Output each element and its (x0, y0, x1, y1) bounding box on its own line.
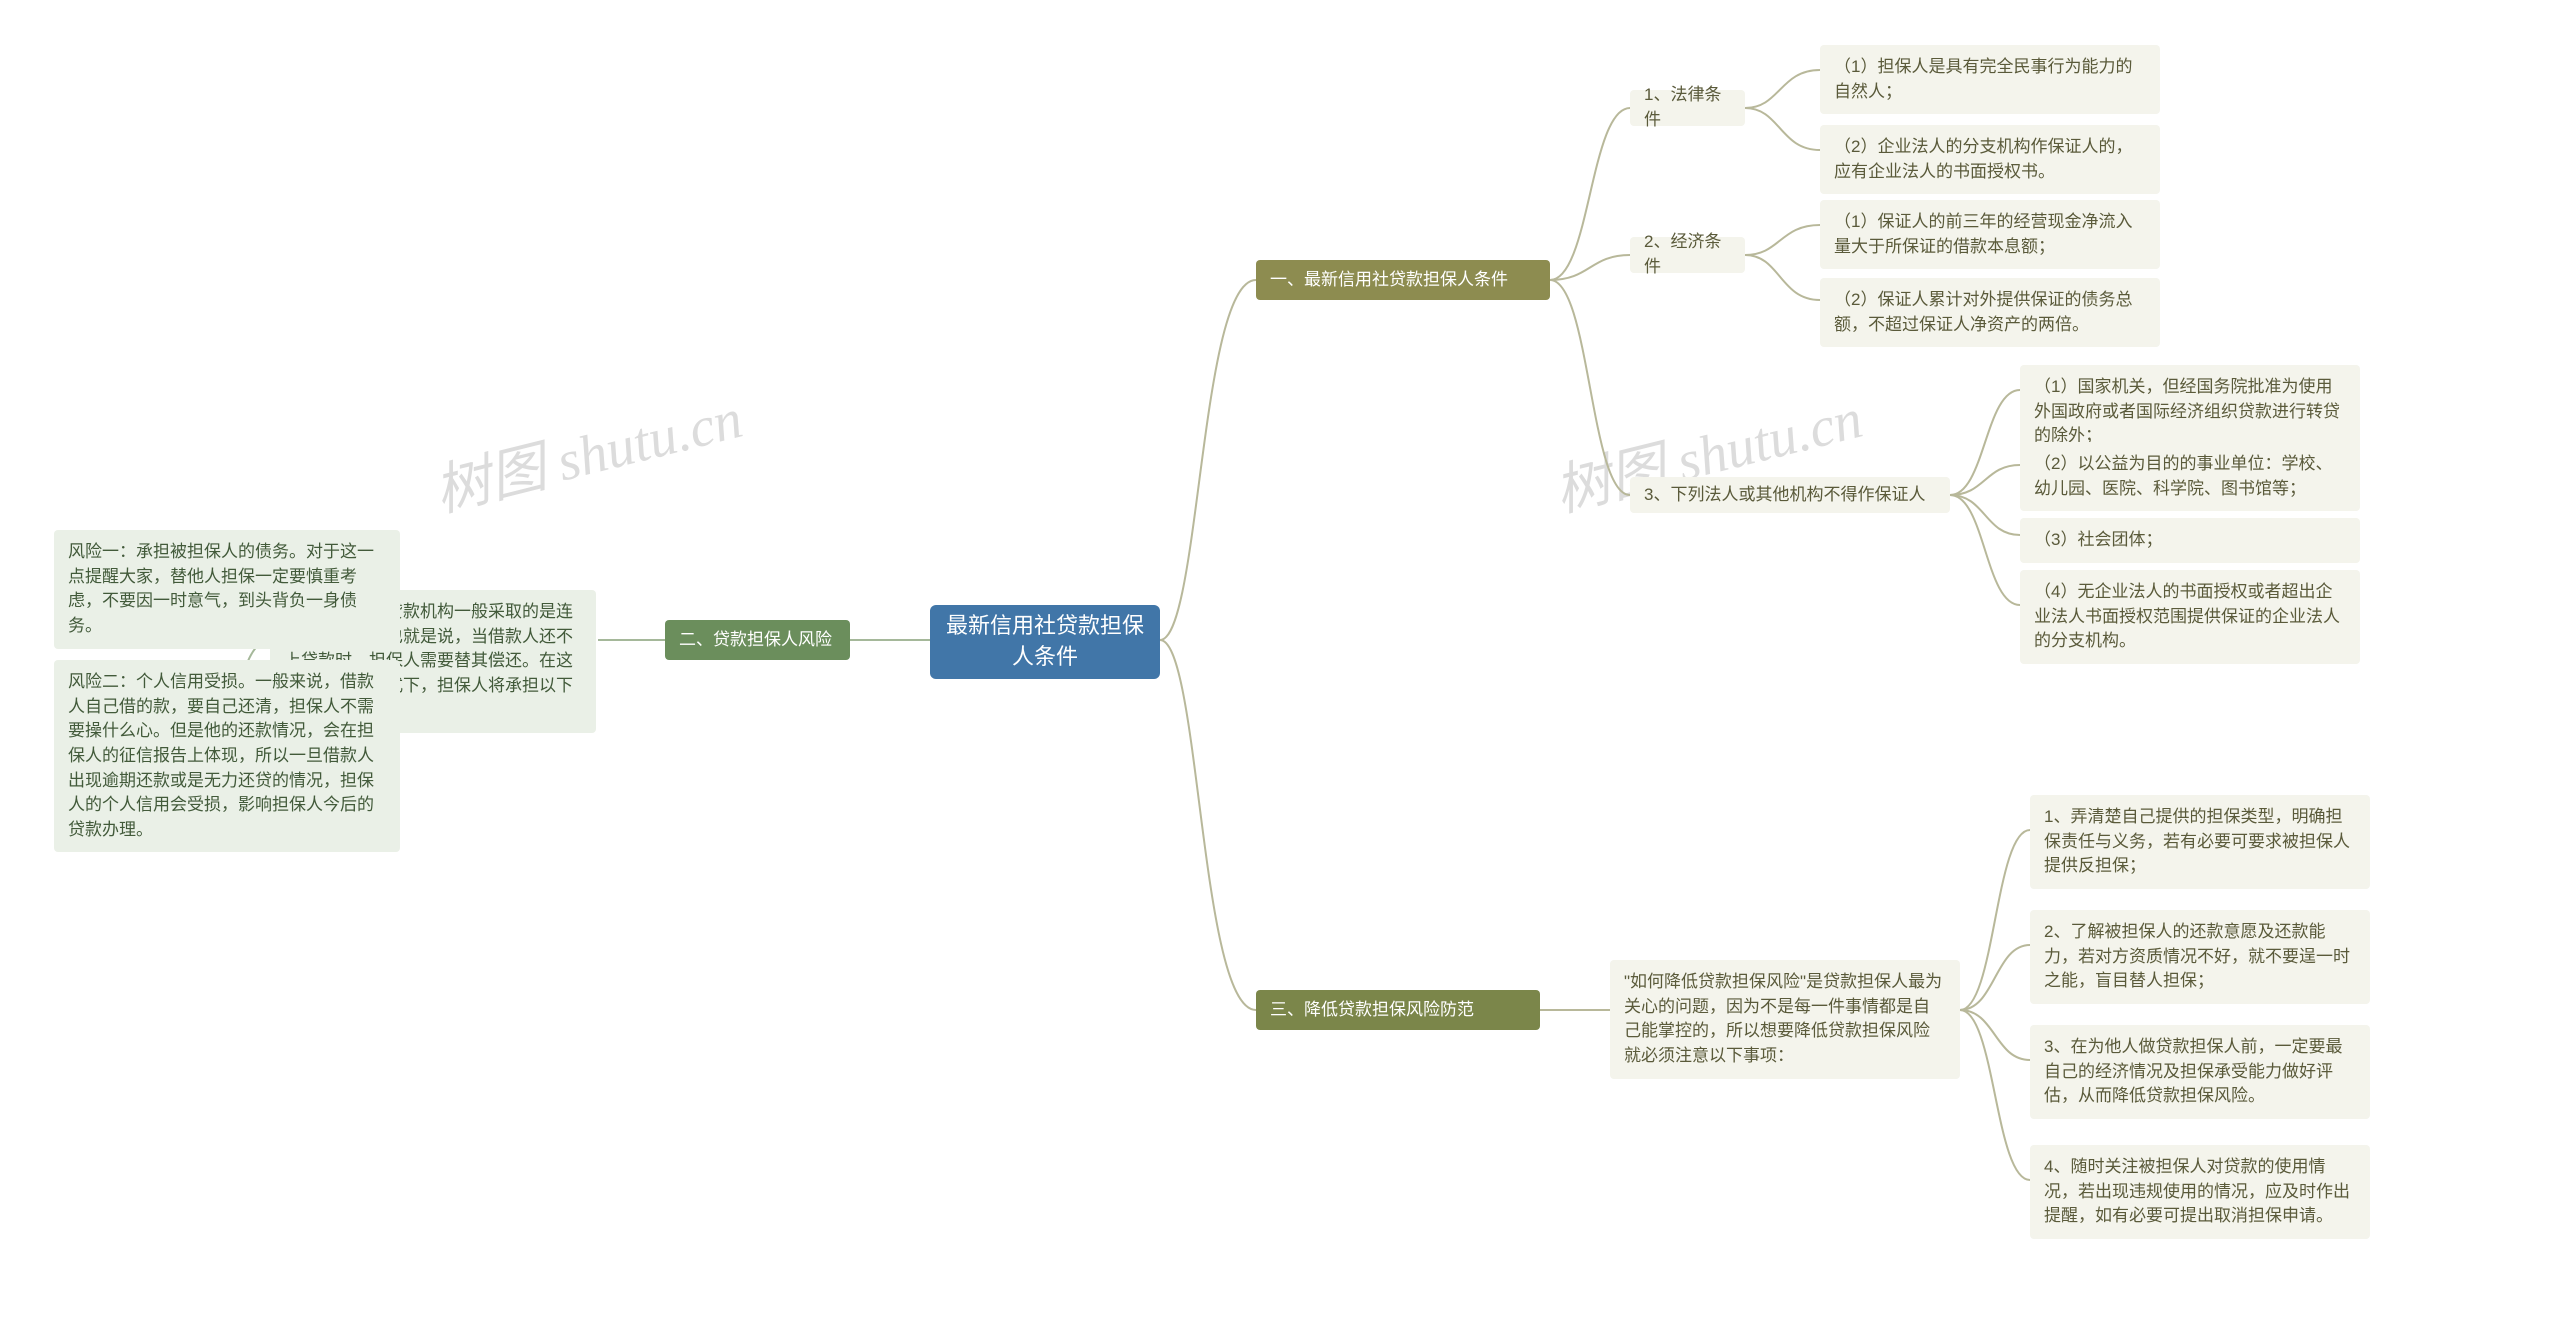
branch-1-sub-1: 1、法律条件 (1630, 90, 1745, 126)
leaf: （3）社会团体； (2020, 518, 2360, 563)
leaf: （1）保证人的前三年的经营现金净流入量大于所保证的借款本息额； (1820, 200, 2160, 269)
branch-2-risk-2: 风险二：个人信用受损。一般来说，借款人自己借的款，要自己还清，担保人不需要操什么… (54, 660, 400, 852)
leaf: （4）无企业法人的书面授权或者超出企业法人书面授权范围提供保证的企业法人的分支机… (2020, 570, 2360, 664)
branch-1: 一、最新信用社贷款担保人条件 (1256, 260, 1550, 300)
leaf: 2、了解被担保人的还款意愿及还款能力，若对方资质情况不好，就不要逞一时之能，盲目… (2030, 910, 2370, 1004)
leaf: （2）企业法人的分支机构作保证人的，应有企业法人的书面授权书。 (1820, 125, 2160, 194)
leaf: （2）保证人累计对外提供保证的债务总额，不超过保证人净资产的两倍。 (1820, 278, 2160, 347)
root-node: 最新信用社贷款担保人条件 (930, 605, 1160, 679)
leaf: （1）担保人是具有完全民事行为能力的自然人； (1820, 45, 2160, 114)
leaf: 3、在为他人做贷款担保人前，一定要最自己的经济情况及担保承受能力做好评估，从而降… (2030, 1025, 2370, 1119)
leaf: 1、弄清楚自己提供的担保类型，明确担保责任与义务，若有必要可要求被担保人提供反担… (2030, 795, 2370, 889)
branch-2-risk-1: 风险一：承担被担保人的债务。对于这一点提醒大家，替他人担保一定要慎重考虑，不要因… (54, 530, 400, 649)
branch-3-intro: "如何降低贷款担保风险"是贷款担保人最为关心的问题，因为不是每一件事情都是自己能… (1610, 960, 1960, 1079)
watermark: 树图 shutu.cn (425, 373, 749, 528)
leaf: （2）以公益为目的的事业单位：学校、幼儿园、医院、科学院、图书馆等； (2020, 442, 2360, 511)
branch-3: 三、降低贷款担保风险防范 (1256, 990, 1540, 1030)
branch-1-sub-3: 3、下列法人或其他机构不得作保证人 (1630, 477, 1950, 513)
branch-1-sub-2: 2、经济条件 (1630, 237, 1745, 273)
leaf: 4、随时关注被担保人对贷款的使用情况，若出现违规使用的情况，应及时作出提醒，如有… (2030, 1145, 2370, 1239)
branch-2: 二、贷款担保人风险 (665, 620, 850, 660)
